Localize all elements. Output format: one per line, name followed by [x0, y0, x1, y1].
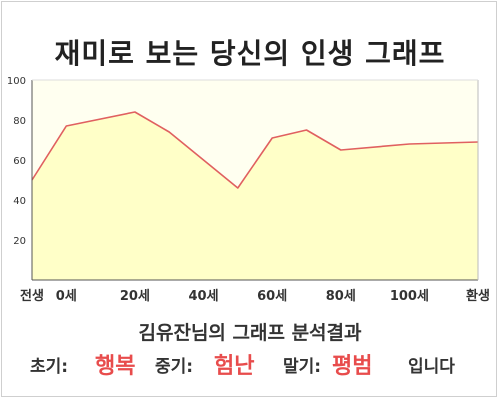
x-tick-label-0: 전생	[20, 288, 44, 304]
x-tick-label-1: 0세	[56, 289, 77, 304]
late-value: 평범	[332, 354, 373, 379]
x-tick-label-4: 60세	[257, 289, 287, 304]
x-tick-labels: 전생 0세 20세 40세 60세 80세 100세 환생	[20, 288, 490, 304]
x-tick-label-7: 환생	[466, 288, 490, 304]
y-tick-label-60: 60	[13, 156, 26, 167]
middle-value: 험난	[214, 354, 255, 379]
x-tick-label-6: 100세	[390, 289, 429, 304]
y-tick-label-80: 80	[13, 116, 26, 127]
ending-text: 입니다	[408, 357, 455, 377]
y-tick-label-40: 40	[13, 196, 26, 207]
x-tick-label-5: 80세	[326, 289, 356, 304]
early-value: 행복	[95, 354, 136, 379]
series-line-layer	[31, 111, 479, 189]
page-title: 재미로 보는 당신의 인생 그래프	[54, 37, 446, 70]
y-tick-label-20: 20	[13, 236, 26, 247]
early-label: 초기:	[30, 357, 69, 377]
series-line-0	[31, 111, 479, 189]
x-tick-label-2: 20세	[120, 289, 150, 304]
axes	[31, 79, 479, 281]
series-area-0	[32, 112, 478, 280]
analysis-summary-heading: 김유잔님의 그래프 분석결과	[138, 322, 362, 344]
late-label: 말기:	[283, 357, 322, 377]
x-tick-label-3: 40세	[189, 289, 219, 304]
y-tick-labels: 20 40 60 80 100	[7, 76, 26, 247]
y-tick-label-100: 100	[7, 76, 26, 87]
series-area-layer	[32, 112, 478, 280]
analysis-result-line: 초기: 행복 중기: 험난 말기: 평범 입니다	[0, 346, 500, 382]
middle-label: 중기:	[155, 357, 194, 377]
